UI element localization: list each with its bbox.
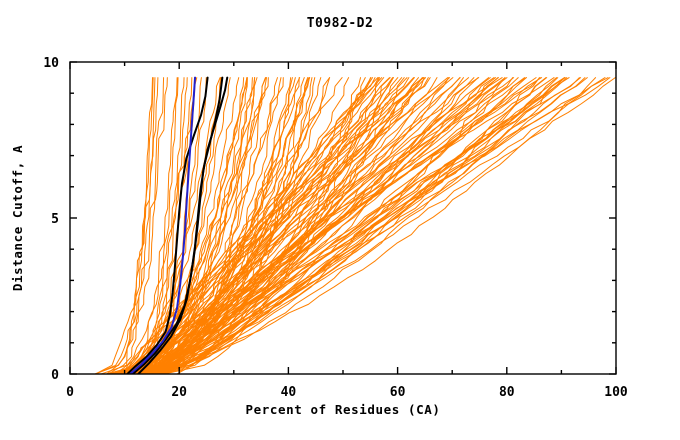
highlighted-curve-group (129, 76, 197, 374)
prediction-curve (155, 77, 464, 374)
prediction-curve (159, 77, 616, 374)
prediction-curve (131, 77, 267, 374)
axis-tick-labels-group: 0 20 40 60 80 100 0 5 10 (43, 56, 628, 400)
prediction-curve (137, 77, 431, 374)
prediction-curve (110, 77, 293, 374)
prediction-curve (164, 77, 310, 374)
reference-curve (137, 76, 224, 374)
prediction-curve (163, 77, 366, 374)
prediction-curve (176, 77, 311, 374)
prediction-curve (121, 77, 343, 374)
prediction-curve (156, 77, 570, 374)
prediction-curve (147, 77, 480, 374)
prediction-curve (153, 77, 611, 374)
y-tick-label: 0 (51, 368, 59, 383)
prediction-curve (131, 77, 394, 374)
prediction-curve (130, 77, 515, 374)
prediction-curve (109, 77, 258, 374)
prediction-curve (106, 77, 185, 374)
prediction-curve (95, 77, 159, 374)
axis-ticks-group (69, 61, 617, 375)
prediction-curve (151, 77, 609, 374)
page-title: T0982-D2 (307, 16, 374, 31)
x-tick-label: 80 (499, 385, 515, 400)
prediction-curve (114, 77, 178, 374)
prediction-curve (122, 77, 284, 374)
prediction-curve (152, 77, 282, 374)
prediction-curve (145, 77, 310, 374)
prediction-curve (146, 77, 405, 374)
highlighted-curve (129, 76, 197, 374)
prediction-curve (127, 77, 331, 374)
prediction-curve (163, 77, 268, 374)
x-tick-label: 40 (281, 385, 297, 400)
prediction-curve (143, 77, 423, 374)
prediction-curve (110, 77, 222, 374)
reference-curve (126, 76, 209, 374)
x-tick-label: 60 (390, 385, 406, 400)
prediction-curve (161, 77, 566, 374)
x-axis-title: Percent of Residues (CA) (245, 402, 440, 417)
prediction-curve (118, 77, 221, 374)
y-tick-label: 5 (51, 212, 59, 227)
prediction-curve (107, 77, 165, 374)
prediction-curve (132, 77, 373, 374)
prediction-curve (166, 77, 372, 374)
prediction-curve (147, 77, 565, 374)
prediction-curve (146, 77, 316, 374)
prediction-curve (127, 77, 305, 374)
reference-curves-group (126, 76, 229, 374)
prediction-curve (139, 77, 278, 374)
prediction-curve (94, 77, 154, 374)
x-tick-label: 0 (66, 385, 74, 400)
prediction-curve (162, 77, 362, 374)
prediction-curve (118, 77, 245, 374)
prediction-curve (143, 77, 425, 374)
prediction-curve (106, 77, 153, 374)
prediction-curve (137, 77, 597, 374)
prediction-curve (133, 77, 202, 374)
prediction-curve (151, 77, 383, 374)
prediction-curve (152, 77, 582, 374)
prediction-curve (177, 77, 331, 374)
prediction-curve (142, 77, 555, 374)
y-tick-label: 10 (43, 56, 59, 71)
x-tick-label: 20 (171, 385, 187, 400)
prediction-curve (165, 77, 580, 374)
x-tick-label: 100 (604, 385, 628, 400)
prediction-curve (128, 77, 253, 374)
y-axis-title: Distance Cutoff, A (10, 145, 25, 291)
